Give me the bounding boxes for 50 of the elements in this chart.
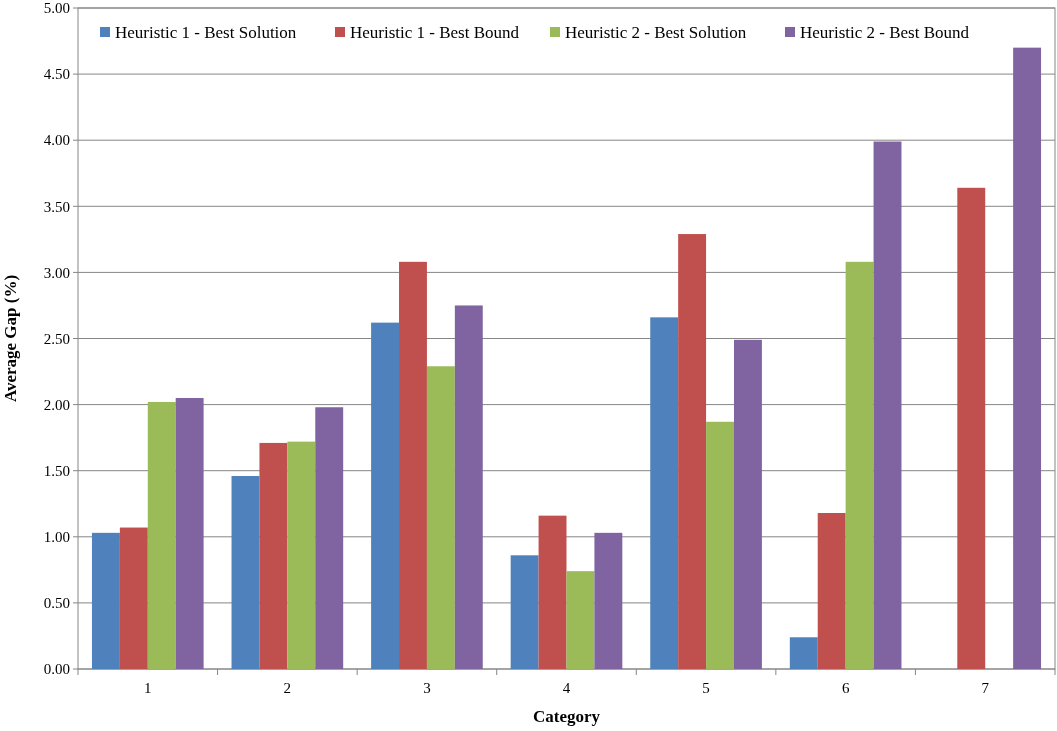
bar: [706, 421, 734, 669]
x-tick-label: 7: [981, 680, 990, 696]
y-axis-title: Average Gap (%): [1, 274, 20, 403]
y-tick-label: 1.50: [43, 462, 70, 479]
y-tick-label: 0.00: [43, 661, 70, 678]
bar: [845, 261, 874, 669]
x-tick-label: 1: [144, 680, 152, 696]
bar: [510, 555, 539, 669]
y-tick-label: 5.00: [43, 0, 70, 17]
bar: [873, 141, 902, 669]
y-tick-label: 2.50: [43, 330, 70, 347]
bar: [454, 305, 483, 669]
bar: [259, 442, 288, 669]
x-tick-label: 5: [702, 680, 710, 696]
legend-label: Heuristic 1 - Best Solution: [115, 22, 297, 42]
bar: [650, 317, 679, 669]
bar: [566, 571, 595, 669]
bar: [594, 532, 623, 669]
bar: [789, 637, 818, 669]
bar: [399, 261, 427, 669]
bar: [91, 532, 120, 669]
y-tick-label: 4.00: [43, 132, 70, 149]
x-tick-label: 6: [841, 680, 850, 696]
bar: [1013, 47, 1042, 669]
bar: [175, 397, 204, 669]
y-tick-label: 3.50: [43, 198, 70, 215]
bar: [733, 339, 762, 669]
bar: [119, 527, 148, 669]
y-tick-label: 4.50: [43, 66, 70, 83]
bar: [426, 366, 455, 669]
y-tick-label: 3.00: [43, 264, 70, 281]
bar: [371, 322, 400, 669]
bar: [678, 234, 707, 669]
y-tick-label: 0.50: [43, 595, 70, 612]
bar: [147, 401, 176, 669]
legend-label: Heuristic 2 - Best Bound: [800, 22, 970, 42]
bar: [315, 407, 344, 669]
x-tick-label: 3: [423, 680, 431, 696]
bar: [817, 513, 846, 669]
legend-label: Heuristic 1 - Best Bound: [350, 22, 520, 42]
bar: [231, 475, 260, 669]
x-tick-label: 2: [283, 680, 292, 696]
bar: [957, 187, 986, 669]
bar: [538, 515, 567, 669]
legend-label: Heuristic 2 - Best Solution: [565, 22, 747, 42]
y-tick-label: 1.00: [43, 529, 70, 546]
bar: [287, 441, 316, 669]
x-axis-title: Category: [532, 707, 601, 726]
y-tick-label: 2.00: [43, 396, 70, 413]
x-tick-label: 4: [562, 680, 571, 696]
